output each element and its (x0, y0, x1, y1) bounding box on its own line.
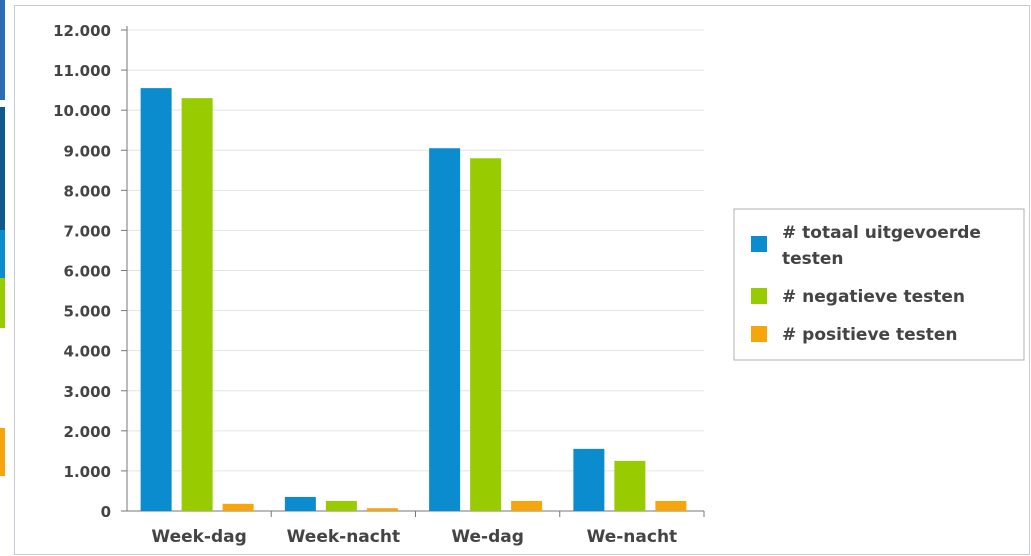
y-tick-label: 5.000 (64, 303, 111, 321)
left-strip-segment (0, 230, 5, 278)
bar (429, 148, 461, 511)
y-tick-label: 4.000 (64, 343, 111, 361)
bar (655, 500, 687, 511)
gridlines (127, 29, 704, 472)
y-tick-label: 0 (101, 503, 111, 521)
left-strip-segment (0, 107, 5, 230)
legend-label: testen (782, 249, 844, 269)
legend-label: # totaal uitgevoerde (782, 223, 981, 243)
legend-box (733, 208, 1025, 361)
legend-label: # positieve testen (782, 325, 958, 345)
bar (140, 88, 172, 511)
x-tick-label: Week-nacht (287, 527, 400, 547)
legend-swatch (751, 326, 767, 342)
y-tick-label: 10.000 (53, 102, 111, 120)
legend-swatch (751, 236, 767, 252)
left-strip-segment (0, 490, 5, 556)
legend: # totaal uitgevoerde testen # negatieve te… (733, 208, 1025, 361)
x-tick-label: We-nacht (587, 527, 678, 547)
left-strip-segment (0, 428, 5, 476)
bar (181, 98, 213, 512)
y-tick-label: 12.000 (53, 22, 111, 40)
bar (222, 503, 254, 511)
bar (511, 500, 543, 511)
tick-labels: 0 1.000 2.000 3.000 4.000 5.000 6.000 7.000 8.00… (53, 22, 677, 547)
x-tick-label: Week-dag (151, 527, 246, 547)
bar (470, 158, 502, 511)
bar (284, 496, 316, 511)
y-tick-label: 6.000 (64, 263, 111, 281)
bars (140, 88, 687, 512)
bar (366, 508, 398, 511)
x-tick-label: We-dag (451, 527, 524, 547)
y-tick-label: 9.000 (64, 142, 111, 160)
y-tick-label: 8.000 (64, 182, 111, 200)
left-strip-segment (0, 0, 5, 100)
legend-swatch (751, 288, 767, 304)
y-tick-label: 11.000 (53, 62, 111, 80)
legend-label: # negatieve testen (782, 287, 965, 307)
y-tick-label: 7.000 (64, 222, 111, 240)
left-strip-segment (0, 278, 5, 328)
bar (325, 500, 357, 511)
bar (573, 448, 605, 511)
y-tick-label: 2.000 (64, 423, 111, 441)
left-edge-strip (0, 0, 5, 556)
bar (614, 460, 646, 511)
y-tick-label: 1.000 (64, 463, 111, 481)
left-strip-segment (0, 328, 5, 428)
axes (121, 26, 705, 517)
y-tick-label: 3.000 (64, 383, 111, 401)
